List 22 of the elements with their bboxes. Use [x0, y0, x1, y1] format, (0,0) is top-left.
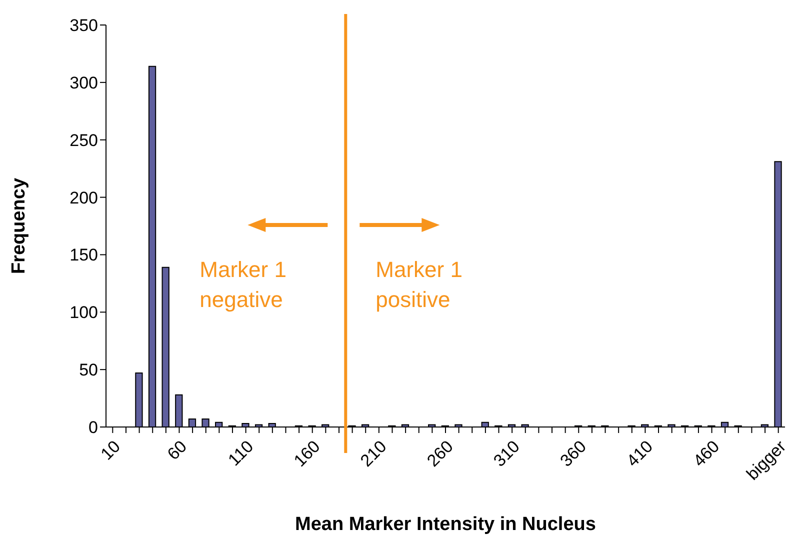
x-tick-label: 110 — [224, 436, 258, 470]
annotation: Marker 1 positive — [376, 257, 462, 312]
y-axis-title: Frequency — [8, 178, 30, 274]
x-tick-label: 460 — [690, 436, 724, 470]
x-tick-label: 360 — [556, 436, 590, 470]
x-tick-label: 10 — [97, 436, 124, 464]
y-tick-label: 350 — [70, 16, 98, 36]
x-tick-label: 160 — [290, 436, 324, 470]
y-tick-label: 0 — [88, 418, 98, 438]
x-tick-label: 260 — [423, 436, 457, 470]
y-tick-label: 250 — [70, 130, 98, 150]
y-tick-label: 300 — [70, 73, 98, 92]
x-tick-label: 210 — [356, 436, 390, 470]
y-tick-label: 200 — [70, 188, 98, 208]
y-tick-label: 150 — [70, 246, 98, 265]
x-tick-label: 410 — [623, 436, 657, 470]
annotation: Marker 1 negative — [200, 257, 286, 312]
x-tick-label: 310 — [490, 436, 524, 470]
y-tick-label: 100 — [70, 303, 98, 322]
x-tick-label: 60 — [164, 436, 191, 464]
x-axis-title: Mean Marker Intensity in Nucleus — [295, 514, 596, 535]
y-tick-label: 50 — [79, 360, 98, 380]
